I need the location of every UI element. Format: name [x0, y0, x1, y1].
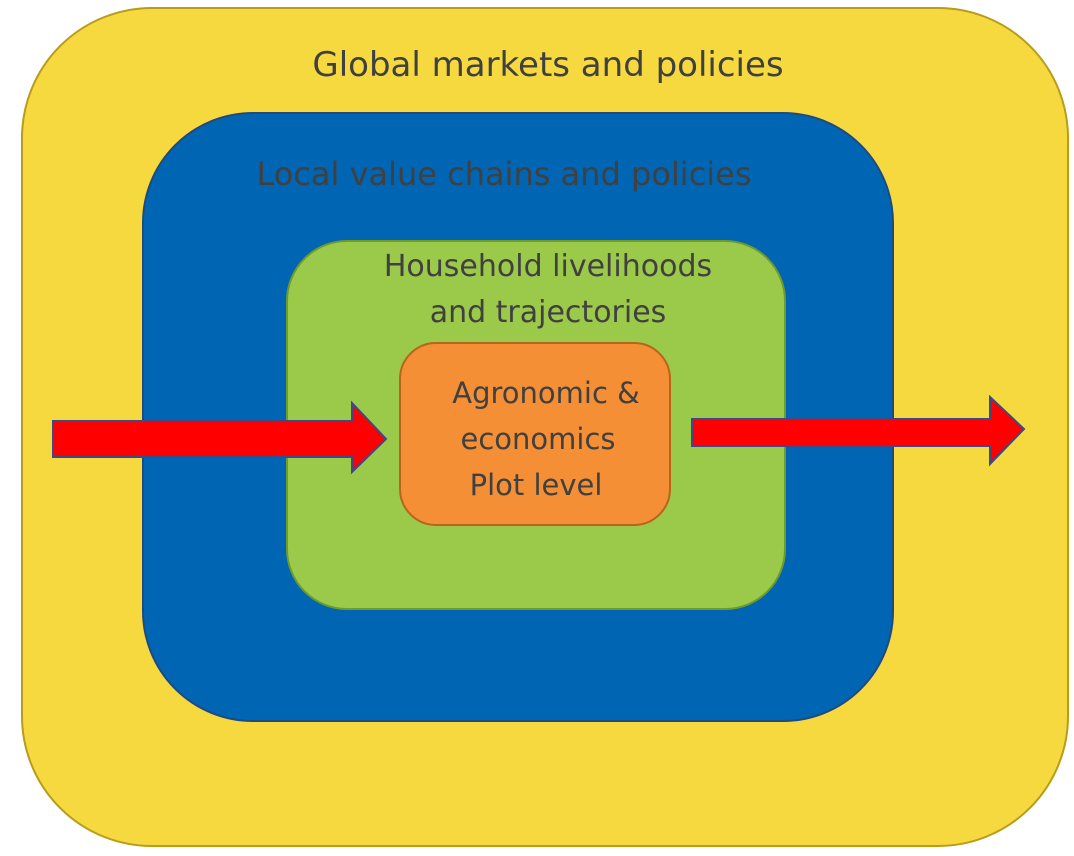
- layer-label: Global markets and policies: [312, 45, 783, 85]
- layer-label: economics: [460, 422, 615, 456]
- layer-label: Local value chains and policies: [256, 155, 751, 193]
- layer-label: and trajectories: [430, 295, 667, 330]
- layer-label: Plot level: [470, 468, 603, 502]
- plot-layer: [399, 342, 671, 526]
- output-arrow: [691, 394, 1026, 467]
- layer-label: Agronomic &: [452, 376, 639, 410]
- input-arrow: [52, 400, 388, 475]
- layer-label: Household livelihoods: [384, 249, 712, 284]
